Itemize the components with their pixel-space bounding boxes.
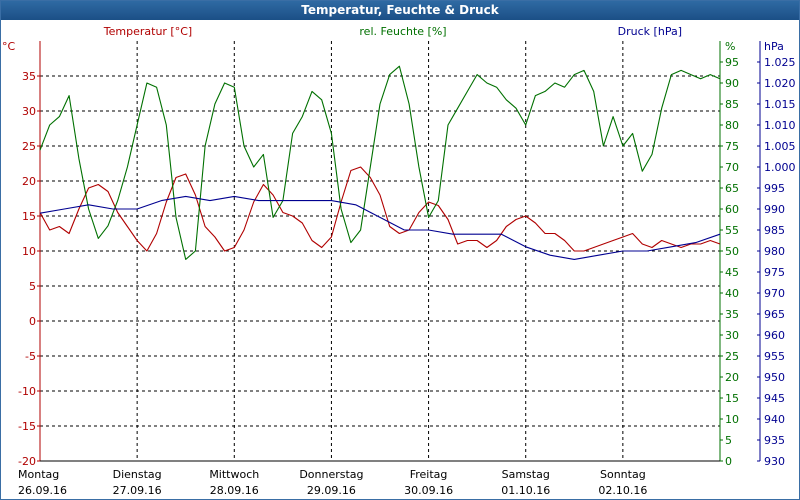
humidity-axis-label: rel. Feuchte [%] bbox=[359, 25, 446, 38]
humidity-unit: % bbox=[725, 40, 735, 53]
temperature-series-line bbox=[39, 166, 721, 252]
pressure-tick-label: 960 bbox=[764, 329, 785, 342]
pressure-tick-label: 935 bbox=[764, 434, 785, 447]
humidity-tick-label: 30 bbox=[725, 329, 739, 342]
humidity-tick-label: 55 bbox=[725, 224, 739, 237]
series-lines bbox=[39, 65, 721, 260]
humidity-tick-label: 65 bbox=[725, 182, 739, 195]
x-day-label: Freitag bbox=[410, 468, 448, 481]
pressure-tick-label: 955 bbox=[764, 350, 785, 363]
x-date-label: 01.10.16 bbox=[501, 484, 550, 497]
humidity-tick-label: 20 bbox=[725, 371, 739, 384]
tick-labels: 35302520151050-5-10-15-20959085807570656… bbox=[18, 56, 796, 497]
temperature-tick-label: 5 bbox=[29, 280, 36, 293]
pressure-tick-label: 990 bbox=[764, 203, 785, 216]
temperature-axis-label: Temperatur [°C] bbox=[103, 25, 192, 38]
temperature-tick-label: 30 bbox=[22, 105, 36, 118]
chart-title: Temperatur, Feuchte & Druck bbox=[301, 3, 499, 17]
humidity-tick-label: 25 bbox=[725, 350, 739, 363]
pressure-tick-label: 950 bbox=[764, 371, 785, 384]
pressure-tick-label: 975 bbox=[764, 266, 785, 279]
pressure-tick-label: 1.010 bbox=[764, 119, 796, 132]
x-date-label: 02.10.16 bbox=[598, 484, 647, 497]
temperature-tick-label: 15 bbox=[22, 210, 36, 223]
humidity-tick-label: 40 bbox=[725, 287, 739, 300]
temperature-tick-label: -10 bbox=[18, 385, 36, 398]
x-day-label: Donnerstag bbox=[299, 468, 363, 481]
pressure-tick-label: 945 bbox=[764, 392, 785, 405]
humidity-tick-label: 15 bbox=[725, 392, 739, 405]
pressure-tick-label: 985 bbox=[764, 224, 785, 237]
pressure-tick-label: 1.015 bbox=[764, 98, 796, 111]
humidity-tick-label: 35 bbox=[725, 308, 739, 321]
x-date-label: 30.09.16 bbox=[404, 484, 453, 497]
pressure-tick-label: 1.000 bbox=[764, 161, 796, 174]
humidity-tick-label: 50 bbox=[725, 245, 739, 258]
humidity-tick-label: 10 bbox=[725, 413, 739, 426]
humidity-tick-label: 60 bbox=[725, 203, 739, 216]
x-day-label: Samstag bbox=[502, 468, 550, 481]
humidity-tick-label: 95 bbox=[725, 56, 739, 69]
x-day-label: Mittwoch bbox=[209, 468, 259, 481]
x-day-label: Dienstag bbox=[113, 468, 162, 481]
x-date-label: 28.09.16 bbox=[210, 484, 259, 497]
humidity-series-line bbox=[39, 65, 721, 260]
x-date-label: 26.09.16 bbox=[18, 484, 67, 497]
temperature-tick-label: 10 bbox=[22, 245, 36, 258]
temperature-tick-label: 35 bbox=[22, 70, 36, 83]
temperature-tick-label: 20 bbox=[22, 175, 36, 188]
pressure-series-line bbox=[39, 195, 721, 260]
humidity-tick-label: 80 bbox=[725, 119, 739, 132]
humidity-tick-label: 0 bbox=[725, 455, 732, 468]
x-date-label: 29.09.16 bbox=[307, 484, 356, 497]
humidity-tick-label: 70 bbox=[725, 161, 739, 174]
temperature-tick-label: -5 bbox=[25, 350, 36, 363]
pressure-tick-label: 970 bbox=[764, 287, 785, 300]
humidity-tick-label: 85 bbox=[725, 98, 739, 111]
title-bar: Temperatur, Feuchte & Druck bbox=[1, 1, 799, 20]
humidity-tick-label: 75 bbox=[725, 140, 739, 153]
pressure-tick-label: 940 bbox=[764, 413, 785, 426]
pressure-tick-label: 995 bbox=[764, 182, 785, 195]
humidity-tick-label: 90 bbox=[725, 77, 739, 90]
pressure-tick-label: 1.025 bbox=[764, 56, 796, 69]
x-day-label: Montag bbox=[18, 468, 59, 481]
temperature-unit: °C bbox=[2, 40, 16, 53]
temperature-tick-label: -20 bbox=[18, 455, 36, 468]
pressure-tick-label: 965 bbox=[764, 308, 785, 321]
pressure-tick-label: 980 bbox=[764, 245, 785, 258]
pressure-tick-label: 1.020 bbox=[764, 77, 796, 90]
x-day-label: Sonntag bbox=[600, 468, 646, 481]
temperature-tick-label: 25 bbox=[22, 140, 36, 153]
pressure-tick-label: 1.005 bbox=[764, 140, 796, 153]
temperature-tick-label: 0 bbox=[29, 315, 36, 328]
humidity-tick-label: 45 bbox=[725, 266, 739, 279]
temperature-tick-label: -15 bbox=[18, 420, 36, 433]
grid-lines bbox=[40, 41, 720, 461]
pressure-axis-label: Druck [hPa] bbox=[618, 25, 682, 38]
pressure-unit: hPa bbox=[764, 40, 784, 53]
x-date-label: 27.09.16 bbox=[113, 484, 162, 497]
humidity-tick-label: 5 bbox=[725, 434, 732, 447]
pressure-tick-label: 930 bbox=[764, 455, 785, 468]
